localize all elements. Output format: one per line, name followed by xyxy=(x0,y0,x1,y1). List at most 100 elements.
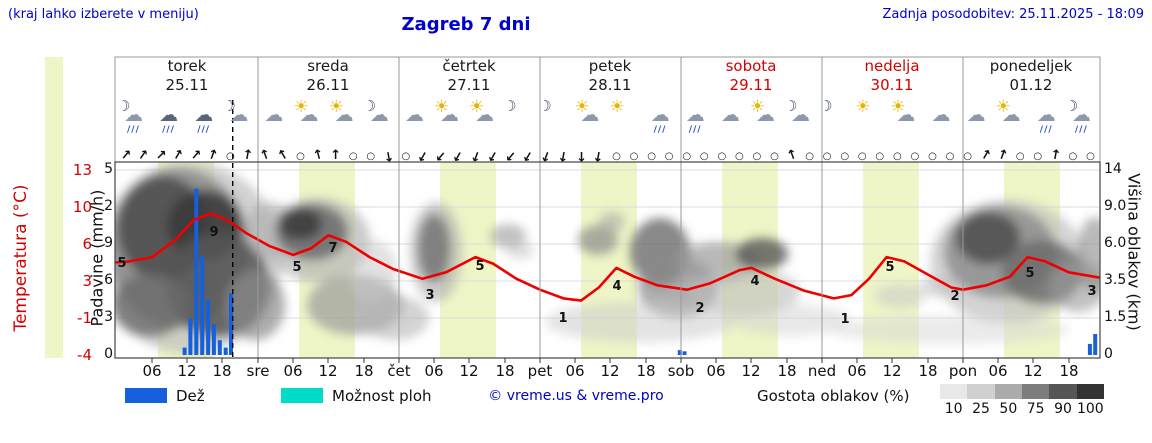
time-axis-tick: 06 xyxy=(988,362,1008,380)
weather-icon-rain: ☁/// xyxy=(152,99,187,141)
time-axis-tick: 12 xyxy=(318,362,338,380)
barb-arrow: ↑ xyxy=(330,148,342,163)
time-axis-tick: 18 xyxy=(354,362,374,380)
day-date-sobota: 29.11 xyxy=(729,76,773,94)
wind-barb-icon: ↑ xyxy=(485,144,502,164)
rain-legend-swatch xyxy=(125,388,167,403)
sun-glyph: ☀ xyxy=(609,97,625,117)
sun-glyph: ☀ xyxy=(293,97,309,117)
moon-glyph: ☽ xyxy=(819,97,833,115)
cloud-axis-tick: 0 xyxy=(1104,346,1113,362)
day-name-sreda: sreda xyxy=(307,57,349,75)
cloud-glyph: ☁ xyxy=(650,104,670,126)
cloud ic-cloud-dark-glyph: ☁ xyxy=(194,104,214,126)
wind-calm-circle-icon: ○ xyxy=(398,144,414,162)
calm-circle: ○ xyxy=(840,151,850,162)
wind-barb-icon: ↑ xyxy=(151,144,169,164)
sun-glyph: ☀ xyxy=(574,97,590,117)
temp-value-label: 2 xyxy=(695,301,704,316)
time-axis-tick: 18 xyxy=(495,362,515,380)
time-axis-tick: sre xyxy=(246,362,270,380)
wind-barb-icon: ↑ xyxy=(468,144,484,165)
day-date-petek: 28.11 xyxy=(588,76,632,94)
time-axis-tick: 12 xyxy=(1023,362,1043,380)
wind-barb-icon: ↑ xyxy=(573,144,589,163)
cloud-density-blob xyxy=(830,316,1070,344)
weather-icon-sun: ☀ xyxy=(609,99,644,141)
weather-icon-sun-cloud: ☀ ☁ xyxy=(468,99,503,141)
wind-barb-icon: ↑ xyxy=(538,144,554,165)
weather-icon-moon-cloud: ☽ ☁ xyxy=(222,99,257,141)
temp-axis-tick: 6 xyxy=(82,235,92,253)
time-axis-tick: čet xyxy=(387,362,411,380)
time-axis-tick: 06 xyxy=(847,362,867,380)
cloud-glyph: ☁ xyxy=(931,104,951,126)
weather-icon-rain: ☁/// xyxy=(187,99,222,141)
cloud-glyph: ☁ xyxy=(264,104,284,126)
menu-hint: (kraj lahko izberete v meniju) xyxy=(8,7,199,22)
wind-calm-circle-icon: ○ xyxy=(731,144,747,162)
cloud-glyph: ☁ xyxy=(475,104,495,126)
wind-barb-icon: ↑ xyxy=(186,144,204,165)
wind-calm-circle-icon: ○ xyxy=(1030,144,1046,162)
wind-barb-icon: ↑ xyxy=(1047,144,1063,164)
wind-calm-circle-icon: ○ xyxy=(1082,144,1098,162)
cloud-density-blob xyxy=(361,296,429,340)
day-date-sreda: 26.11 xyxy=(306,76,350,94)
cloud-glyph: ☁ xyxy=(791,104,811,126)
cloud-glyph: ☁ xyxy=(966,104,986,126)
wind-calm-circle-icon: ○ xyxy=(889,144,905,162)
cloud-glyph: ☁ xyxy=(439,104,459,126)
wind-barb-icon: ↑ xyxy=(502,144,520,165)
precipitation-bar xyxy=(682,351,687,355)
cloud ic-cloud-dark-glyph: ☁ xyxy=(159,104,179,126)
wind-calm-circle-icon: ○ xyxy=(363,144,379,162)
cloud-glyph: ☁ xyxy=(755,104,775,126)
calm-circle: ○ xyxy=(1086,151,1095,162)
precipitation-bar xyxy=(1087,343,1092,355)
weather-icon-cloud: ☁ xyxy=(960,99,995,141)
copyright-link[interactable]: © vreme.us & vreme.pro xyxy=(488,388,664,404)
weather-icon-cloud: ☁ xyxy=(398,99,433,141)
cloud-density-label: Gostota oblakov (%) xyxy=(757,387,910,405)
rain-glyph: /// xyxy=(653,125,667,135)
moon-glyph: ☽ xyxy=(538,97,552,115)
wind-barb-icon: ↑ xyxy=(520,144,537,164)
calm-circle: ○ xyxy=(717,151,727,162)
sun-glyph: ☀ xyxy=(469,97,485,117)
time-axis-tick: pet xyxy=(527,362,553,380)
wind-barb-icon: ↑ xyxy=(591,144,607,164)
barb-arrow: ↑ xyxy=(575,148,587,163)
time-axis-tick: sob xyxy=(667,362,695,380)
day-date-ponedeljek: 01.12 xyxy=(1009,76,1053,94)
cloud-density-blob xyxy=(736,238,788,270)
cloud-density-scale-block xyxy=(967,384,995,399)
precip-axis-tick: 0 xyxy=(104,346,113,362)
day-date-četrtek: 27.11 xyxy=(447,76,491,94)
wind-calm-circle-icon: ○ xyxy=(609,144,625,162)
precipitation-bar xyxy=(188,318,193,355)
time-axis-tick: 06 xyxy=(142,362,162,380)
sun-glyph: ☀ xyxy=(890,97,906,117)
weather-icon-moon: ☽ xyxy=(538,99,573,141)
weather-icon-sun: ☀ xyxy=(854,99,889,141)
cloud-glyph: ☁ xyxy=(124,104,143,126)
calm-circle: ○ xyxy=(875,151,885,162)
weather-icon-cloud: ☁ xyxy=(257,99,292,141)
wind-calm-circle-icon: ○ xyxy=(942,144,958,162)
rain-glyph: /// xyxy=(1074,125,1088,135)
precipitation-bar xyxy=(223,347,228,355)
cloud-axis-tick: 1.5 xyxy=(1104,309,1127,325)
weather-icon-moon-rain: ☽ ☁/// xyxy=(1065,99,1100,141)
wind-barb-icon: ↑ xyxy=(432,144,450,165)
calm-circle: ○ xyxy=(1015,151,1025,162)
cloud-density-scale-number: 75 xyxy=(1026,401,1045,417)
time-axis-tick: 12 xyxy=(177,362,197,380)
weather-icon-cloud: ☁ xyxy=(714,99,749,141)
calm-circle: ○ xyxy=(225,151,235,162)
temp-value-label: 5 xyxy=(292,260,301,275)
temp-value-label: 5 xyxy=(1025,266,1034,281)
calm-circle: ○ xyxy=(910,151,920,162)
wind-calm-circle-icon: ○ xyxy=(644,144,660,162)
